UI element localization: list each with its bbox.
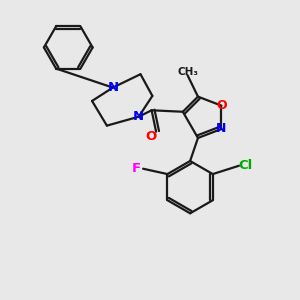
Text: CH₃: CH₃ xyxy=(177,67,198,77)
Text: F: F xyxy=(132,162,141,175)
Text: N: N xyxy=(133,110,144,123)
Text: Cl: Cl xyxy=(238,159,253,172)
Text: N: N xyxy=(107,81,118,94)
Text: N: N xyxy=(216,122,226,136)
Text: O: O xyxy=(216,99,227,112)
Text: O: O xyxy=(145,130,156,142)
